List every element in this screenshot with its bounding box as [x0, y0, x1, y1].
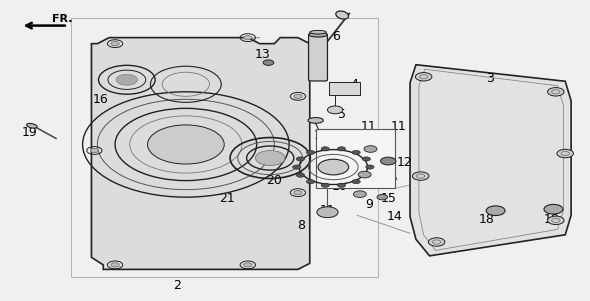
- Ellipse shape: [308, 118, 323, 123]
- Text: 13: 13: [255, 48, 270, 61]
- Circle shape: [327, 106, 343, 114]
- Circle shape: [557, 149, 573, 158]
- Text: 18: 18: [479, 213, 494, 226]
- Circle shape: [362, 157, 371, 161]
- Text: 20: 20: [267, 174, 282, 187]
- Text: 5: 5: [338, 108, 346, 121]
- Text: 10: 10: [332, 180, 347, 193]
- Circle shape: [352, 179, 360, 184]
- Circle shape: [377, 194, 388, 200]
- Circle shape: [306, 150, 314, 155]
- Circle shape: [366, 165, 374, 169]
- Circle shape: [364, 146, 377, 152]
- Circle shape: [263, 60, 274, 65]
- Circle shape: [337, 147, 346, 151]
- Text: 11: 11: [361, 120, 376, 133]
- Text: 9: 9: [376, 174, 385, 187]
- Text: 4: 4: [350, 78, 358, 91]
- Text: 3: 3: [486, 72, 494, 85]
- Circle shape: [317, 207, 338, 218]
- Circle shape: [352, 150, 360, 155]
- Text: 17: 17: [314, 129, 329, 142]
- Text: 16: 16: [93, 93, 108, 106]
- Circle shape: [321, 183, 329, 187]
- Circle shape: [294, 191, 302, 195]
- Polygon shape: [91, 38, 310, 269]
- Bar: [329, 82, 360, 95]
- Circle shape: [306, 179, 314, 184]
- Circle shape: [255, 150, 285, 166]
- Text: 6: 6: [332, 29, 340, 43]
- Ellipse shape: [27, 123, 37, 128]
- Circle shape: [111, 263, 119, 267]
- FancyBboxPatch shape: [309, 35, 327, 81]
- Circle shape: [148, 125, 224, 164]
- Circle shape: [412, 172, 429, 180]
- Text: 21: 21: [219, 192, 235, 205]
- Circle shape: [244, 263, 252, 267]
- Ellipse shape: [336, 11, 349, 19]
- Circle shape: [415, 73, 432, 81]
- Circle shape: [381, 157, 396, 165]
- Text: 9: 9: [365, 198, 373, 211]
- Text: 2: 2: [173, 279, 181, 293]
- Circle shape: [353, 191, 366, 197]
- Text: 14: 14: [386, 210, 402, 223]
- Circle shape: [321, 147, 329, 151]
- Circle shape: [244, 36, 252, 40]
- Bar: [316, 129, 395, 188]
- Circle shape: [294, 94, 302, 98]
- Circle shape: [116, 74, 137, 85]
- Text: 12: 12: [396, 156, 412, 169]
- Circle shape: [362, 173, 371, 177]
- Circle shape: [337, 183, 346, 187]
- Text: 11: 11: [391, 120, 406, 133]
- Text: 7: 7: [320, 135, 329, 148]
- Bar: [71, 18, 378, 277]
- Circle shape: [296, 173, 304, 177]
- Text: 19: 19: [22, 126, 37, 139]
- Ellipse shape: [310, 30, 326, 34]
- Circle shape: [293, 165, 301, 169]
- Text: 15: 15: [381, 192, 396, 205]
- Text: 11: 11: [320, 204, 335, 217]
- Circle shape: [111, 42, 119, 46]
- Text: FR.: FR.: [52, 14, 72, 24]
- Text: 8: 8: [297, 219, 305, 232]
- Circle shape: [548, 216, 564, 225]
- Circle shape: [428, 238, 445, 246]
- Ellipse shape: [309, 32, 327, 37]
- Circle shape: [90, 148, 99, 153]
- Text: 9: 9: [382, 144, 391, 157]
- Circle shape: [486, 206, 505, 216]
- Circle shape: [544, 204, 563, 214]
- Circle shape: [318, 159, 349, 175]
- Circle shape: [548, 88, 564, 96]
- Circle shape: [358, 171, 371, 178]
- Text: 18: 18: [544, 213, 559, 226]
- Polygon shape: [410, 65, 571, 256]
- Circle shape: [296, 157, 304, 161]
